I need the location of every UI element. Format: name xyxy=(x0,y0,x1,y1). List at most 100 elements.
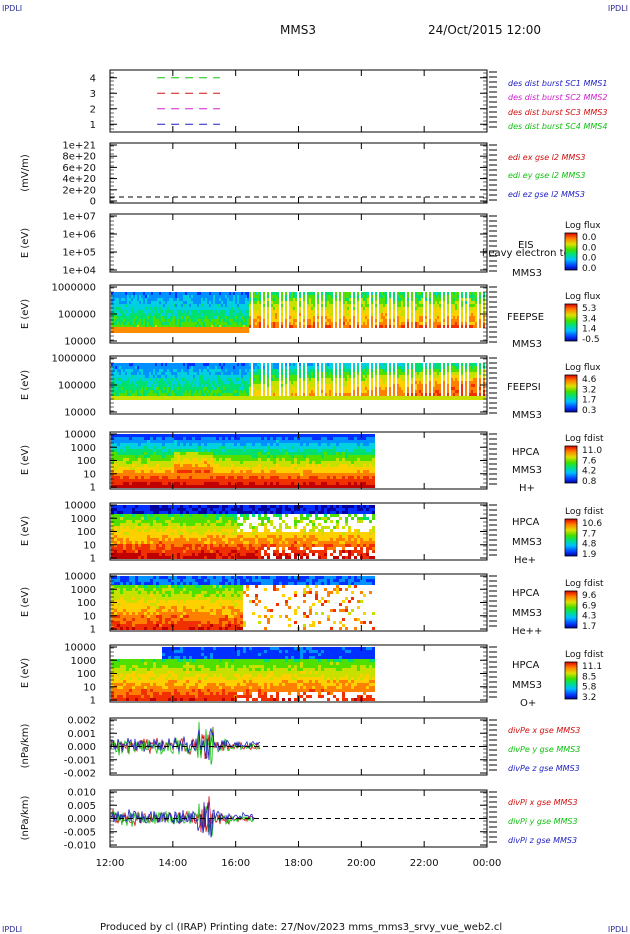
spectrogram-cell xyxy=(249,479,252,482)
spectrogram-cell xyxy=(228,467,231,470)
spectrogram-cell xyxy=(155,366,157,369)
spectrogram-cell xyxy=(261,473,264,476)
spectrogram-cell xyxy=(121,375,123,378)
spectrogram-cell xyxy=(347,387,349,390)
spectrogram-cell xyxy=(127,322,129,325)
spectrogram-cell xyxy=(270,458,273,461)
spectrogram-cell xyxy=(192,455,195,458)
spectrogram-cell xyxy=(141,443,144,446)
spectrogram-cell xyxy=(135,443,138,446)
spectrogram-cell xyxy=(219,393,221,396)
spectrogram-cell xyxy=(141,310,143,313)
spectrogram-cell xyxy=(149,393,151,396)
spectrogram-cell xyxy=(237,375,239,378)
spectrogram-cell xyxy=(309,319,311,322)
spectrogram-cell xyxy=(255,375,257,378)
spectrogram-cell xyxy=(121,384,123,387)
spectrogram-cell xyxy=(189,366,191,369)
spectrogram-cell xyxy=(349,319,351,322)
spectrogram-cell xyxy=(195,372,197,375)
spectrogram-cell xyxy=(267,473,270,476)
spectrogram-cell xyxy=(233,387,235,390)
spectrogram-cell xyxy=(263,384,265,387)
spectrogram-cell xyxy=(141,393,143,396)
spectrogram-cell xyxy=(159,378,161,381)
spectrogram-cell xyxy=(277,295,279,298)
spectrogram-cell xyxy=(174,482,177,485)
spectrogram-cell xyxy=(189,369,191,372)
spectrogram-cell xyxy=(475,301,477,304)
spectrogram-cell xyxy=(461,304,463,307)
spectrogram-cell xyxy=(237,479,240,482)
spectrogram-cell xyxy=(401,322,403,325)
spectrogram-cell xyxy=(241,325,243,328)
spectrogram-cell xyxy=(255,485,258,488)
spectrogram-cell xyxy=(119,310,121,313)
spectrogram-cell xyxy=(258,467,261,470)
spectrogram-cell xyxy=(159,470,162,473)
spectrogram-cell xyxy=(343,393,345,396)
spectrogram-cell xyxy=(349,325,351,328)
spectrogram-cell xyxy=(439,316,441,319)
spectrogram-cell xyxy=(233,304,235,307)
spectrogram-cell xyxy=(281,292,283,295)
spectrogram-cell xyxy=(339,363,341,366)
spectrogram-cell xyxy=(138,455,141,458)
spectrogram-cell xyxy=(191,316,193,319)
spectrogram-cell xyxy=(239,295,241,298)
spectrogram-cell xyxy=(285,387,287,390)
spectrogram-cell xyxy=(147,458,150,461)
spectrogram-cell xyxy=(483,310,485,313)
spectrogram-cell xyxy=(311,366,313,369)
spectrogram-cell xyxy=(203,304,205,307)
spectrogram-cell xyxy=(343,375,345,378)
spectrogram-cell xyxy=(433,319,435,322)
spectrogram-cell xyxy=(199,319,201,322)
spectrogram-cell xyxy=(435,310,437,313)
spectrogram-cell xyxy=(197,325,199,328)
spectrogram-cell xyxy=(259,384,261,387)
spectrogram-cell xyxy=(219,369,221,372)
spectrogram-cell xyxy=(457,316,459,319)
spectrogram-cell xyxy=(117,363,119,366)
spectrogram-cell xyxy=(433,325,435,328)
spectrogram-cell xyxy=(207,319,209,322)
spectrogram-cell xyxy=(183,304,185,307)
spectrogram-cell xyxy=(187,363,189,366)
spectrogram-cell xyxy=(401,307,403,310)
spectrogram-cell xyxy=(399,298,401,301)
spectrogram-cell xyxy=(227,366,229,369)
spectrogram-cell xyxy=(193,292,195,295)
spectrogram-cell xyxy=(288,473,291,476)
spectrogram-cell xyxy=(399,372,401,375)
spectrogram-cell xyxy=(180,452,183,455)
spectrogram-cell xyxy=(117,476,120,479)
spectrogram-cell xyxy=(267,452,270,455)
spectrogram-cell xyxy=(151,387,153,390)
spectrogram-cell xyxy=(114,434,117,437)
spectrogram-cell xyxy=(289,310,291,313)
spectrogram-cell xyxy=(415,307,417,310)
spectrogram-cell xyxy=(117,440,120,443)
spectrogram-cell xyxy=(403,325,405,328)
spectrogram-cell xyxy=(363,313,365,316)
spectrogram-cell xyxy=(211,292,213,295)
spectrogram-cell xyxy=(443,390,445,393)
spectrogram-cell xyxy=(186,473,189,476)
spectrogram-cell xyxy=(349,295,351,298)
spectrogram-cell xyxy=(145,378,147,381)
spectrogram-cell xyxy=(127,307,129,310)
spectrogram-cell xyxy=(159,461,162,464)
spectrogram-cell xyxy=(227,375,229,378)
spectrogram-cell xyxy=(451,372,453,375)
spectrogram-cell xyxy=(155,295,157,298)
spectrogram-cell xyxy=(203,298,205,301)
spectrogram-cell xyxy=(209,319,211,322)
spectrogram-cell xyxy=(263,295,265,298)
spectrogram-cell xyxy=(325,393,327,396)
spectrogram-cell xyxy=(193,310,195,313)
spectrogram-cell xyxy=(403,372,405,375)
spectrogram-cell xyxy=(147,452,150,455)
spectrogram-cell xyxy=(126,479,129,482)
